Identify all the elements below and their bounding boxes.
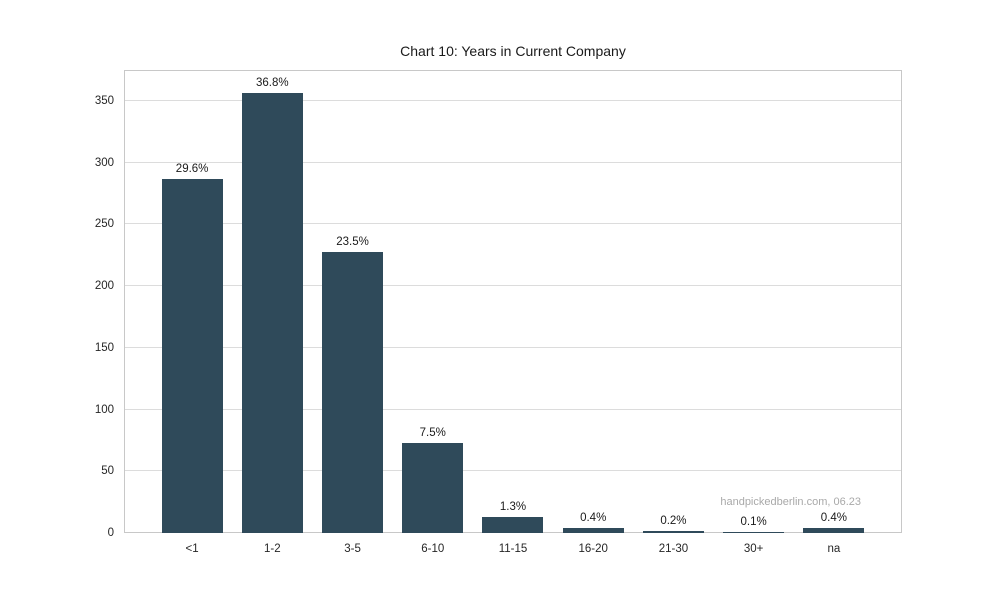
bar-6-10 xyxy=(402,442,464,533)
bar-value-label: 0.4% xyxy=(820,512,847,525)
bar-slot: 0.1% xyxy=(714,70,794,533)
x-axis-tick-labels: <1 1-2 3-5 6-10 11-15 16-20 21-30 30+ na xyxy=(124,543,902,555)
bar-value-label: 1.3% xyxy=(499,500,527,513)
x-tick-label: 11-15 xyxy=(498,543,528,555)
y-tick-label: 200 xyxy=(94,280,114,293)
y-tick-label: 350 xyxy=(94,94,114,107)
y-tick-label: 300 xyxy=(94,156,114,169)
x-tick-label: 3-5 xyxy=(344,543,361,555)
bar-na xyxy=(803,528,865,533)
y-tick-label: 0 xyxy=(107,527,114,539)
bar-slot: 0.2% xyxy=(633,70,713,533)
y-tick-label: 150 xyxy=(94,341,114,354)
bar-1-2 xyxy=(241,93,303,533)
gridline xyxy=(125,99,901,101)
x-tick-label: 6-10 xyxy=(421,543,445,555)
watermark: handpickedberlin.com, 06.23 xyxy=(720,496,861,508)
bar-value-label: 7.5% xyxy=(419,426,446,439)
bar-11-15 xyxy=(482,516,544,533)
bar-value-label: 29.6% xyxy=(175,162,209,175)
bar-value-label: 23.5% xyxy=(336,235,369,248)
bars-row: 29.6% 36.8% 23.5% 7.5% 1.3% 0.4% 0.2% 0.1% 0.4% xyxy=(124,70,902,533)
x-tick-label: 21-30 xyxy=(658,543,689,555)
x-tick-label: <1 xyxy=(185,543,199,555)
gridline xyxy=(125,161,901,163)
y-tick-label: 50 xyxy=(101,465,114,478)
gridline xyxy=(125,408,901,410)
x-tick-label: 16-20 xyxy=(578,543,608,555)
gridline xyxy=(125,346,901,348)
bar-16-20 xyxy=(562,528,624,533)
y-tick-label: 250 xyxy=(94,218,114,231)
y-tick-label: 100 xyxy=(94,403,114,416)
x-tick-label: na xyxy=(827,543,841,555)
bar-slot: 29.6% xyxy=(152,70,232,533)
x-tick-label: 1-2 xyxy=(264,543,281,555)
gridline xyxy=(125,285,901,287)
bar-value-label: 0.4% xyxy=(580,512,607,525)
bar-21-30 xyxy=(642,530,704,533)
bar-value-label: 0.1% xyxy=(740,515,767,528)
bar-30+ xyxy=(723,531,785,533)
bar-slot: 7.5% xyxy=(393,70,473,533)
chart-title: Chart 10: Years in Current Company xyxy=(400,43,626,59)
bar-slot: 36.8% xyxy=(232,70,312,533)
bar-slot: 0.4% xyxy=(794,70,874,533)
bar-slot: 23.5% xyxy=(312,70,392,533)
gridline xyxy=(125,223,901,225)
gridline xyxy=(125,470,901,472)
bar-value-label: 0.2% xyxy=(660,514,687,527)
bar-value-label: 36.8% xyxy=(256,77,289,90)
bar-slot: 1.3% xyxy=(473,70,553,533)
bar-<1 xyxy=(161,178,223,533)
bar-slot: 0.4% xyxy=(553,70,633,533)
bar-3-5 xyxy=(322,251,384,533)
x-tick-label: 30+ xyxy=(743,543,764,555)
